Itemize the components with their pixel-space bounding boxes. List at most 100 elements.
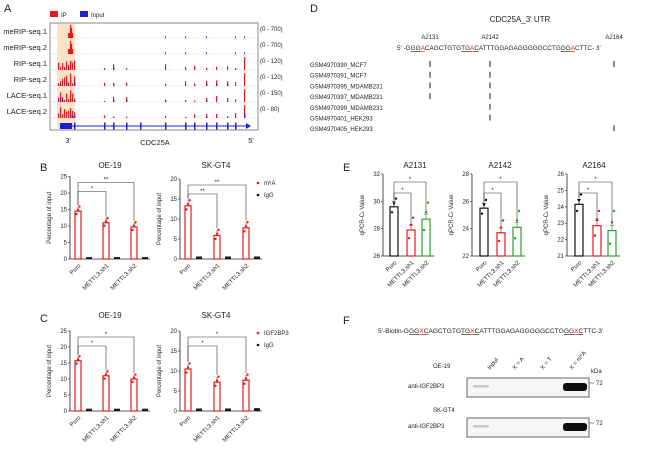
ip-peak xyxy=(206,80,208,86)
utr-title: CDC25A_3' UTR xyxy=(490,15,551,24)
legend-label: Input xyxy=(91,13,105,19)
data-point xyxy=(608,242,612,245)
data-point xyxy=(214,384,217,387)
x-tick-label: METTL3.sh1 xyxy=(82,415,111,444)
chart-title: A2131 xyxy=(403,161,427,170)
track-label: RIP-seq.1 xyxy=(14,59,47,68)
ip-peak xyxy=(60,81,62,86)
site-hit-mark xyxy=(429,61,431,67)
bar-igf2bp3 xyxy=(130,378,138,412)
gene-exon xyxy=(113,122,115,130)
data-point xyxy=(422,228,426,232)
sample-name: GSM4970391_MCF7 xyxy=(310,74,367,80)
site-hit-mark xyxy=(489,61,491,67)
data-point xyxy=(501,219,505,222)
significance-stars: ** xyxy=(215,180,220,186)
data-point xyxy=(78,355,81,358)
ip-peak xyxy=(71,44,73,54)
track-label: meRIP-seq.1 xyxy=(3,27,47,36)
panel-label-d: D xyxy=(310,3,318,15)
y-axis-label: qPCR-Cₜ Value xyxy=(360,194,366,235)
data-point xyxy=(246,221,249,224)
data-point xyxy=(513,237,517,240)
band-input xyxy=(473,385,489,388)
site-hit-mark xyxy=(489,82,491,89)
gene-exon xyxy=(140,122,142,130)
ip-peak xyxy=(74,98,76,102)
significance-stars: * xyxy=(91,187,94,193)
ip-peak xyxy=(104,68,106,70)
data-point xyxy=(217,228,220,231)
data-point xyxy=(612,209,616,213)
significance-stars: ** xyxy=(200,189,205,195)
ip-peak xyxy=(72,33,74,38)
panel-f-pulldown: 5'-Biotin-GGGXCAGCTGTGTGXCATTTGGAGAGGGGG… xyxy=(378,328,603,438)
site-hit-mark xyxy=(489,93,491,100)
ip-peak xyxy=(60,107,62,118)
ip-peak xyxy=(72,49,74,54)
data-point xyxy=(104,220,108,223)
input-peak xyxy=(113,84,115,86)
data-point xyxy=(409,223,413,227)
y-tick-label: 15 xyxy=(170,197,177,203)
ip-peak xyxy=(104,100,106,102)
track-label: RIP-seq.2 xyxy=(14,75,47,84)
site-hit-mark xyxy=(429,93,431,100)
ip-peak xyxy=(165,115,167,118)
ip-peak xyxy=(70,73,72,86)
data-point xyxy=(106,216,109,220)
ip-peak xyxy=(58,62,60,70)
data-point xyxy=(517,209,521,213)
data-point xyxy=(484,198,488,202)
y-tick-label: 30 xyxy=(373,199,380,205)
igg-point xyxy=(144,408,146,411)
sequence-segment: 5'-Biotin-G xyxy=(378,328,409,335)
significance-bracket xyxy=(187,184,247,221)
y-axis-label: qPCR-Cₜ Value xyxy=(449,194,455,235)
igg-point xyxy=(229,408,231,411)
ip-peak xyxy=(64,99,66,102)
igg-point xyxy=(227,408,229,411)
input-peak xyxy=(244,36,245,38)
input-peak xyxy=(235,36,236,38)
sample-name: GSM4970395_MDAMB231 xyxy=(310,84,383,90)
bar xyxy=(496,232,506,257)
site-hit-mark xyxy=(613,61,615,67)
igg-point xyxy=(144,256,146,259)
gene-exon xyxy=(216,122,218,130)
input-peak xyxy=(60,84,62,86)
sequence-segment: AGCTGTG xyxy=(428,328,461,335)
ip-peak xyxy=(68,99,70,102)
ip-peak xyxy=(58,113,60,118)
input-peak xyxy=(227,84,229,86)
igg-point xyxy=(200,408,202,411)
ip-peak xyxy=(113,64,115,70)
igg-point xyxy=(116,256,118,259)
significance-bracket xyxy=(77,336,135,374)
igg-point xyxy=(254,256,256,259)
bar xyxy=(512,226,522,257)
input-peak xyxy=(74,100,76,102)
y-tick-label: 15 xyxy=(170,349,177,355)
significance-bracket xyxy=(187,193,218,229)
ip-peak xyxy=(72,62,74,70)
significance-bracket xyxy=(483,181,518,222)
input-peak xyxy=(64,68,66,70)
track-range: (0 - 700) xyxy=(260,43,283,49)
input-peak xyxy=(113,117,115,118)
ip-peak xyxy=(68,33,70,38)
y-tick-label: 0 xyxy=(174,257,178,263)
data-point xyxy=(75,212,78,216)
igg-point xyxy=(114,408,116,411)
five-prime-end: 5' xyxy=(248,136,254,145)
data-point xyxy=(214,237,217,241)
gene-exon xyxy=(126,122,128,130)
ip-peak xyxy=(74,112,76,118)
panel-label-f: F xyxy=(343,315,350,327)
significance-bracket xyxy=(77,191,107,217)
track-range: (0 - 120) xyxy=(260,59,283,65)
data-point xyxy=(246,373,249,376)
data-point xyxy=(394,197,398,200)
data-point xyxy=(131,228,134,232)
